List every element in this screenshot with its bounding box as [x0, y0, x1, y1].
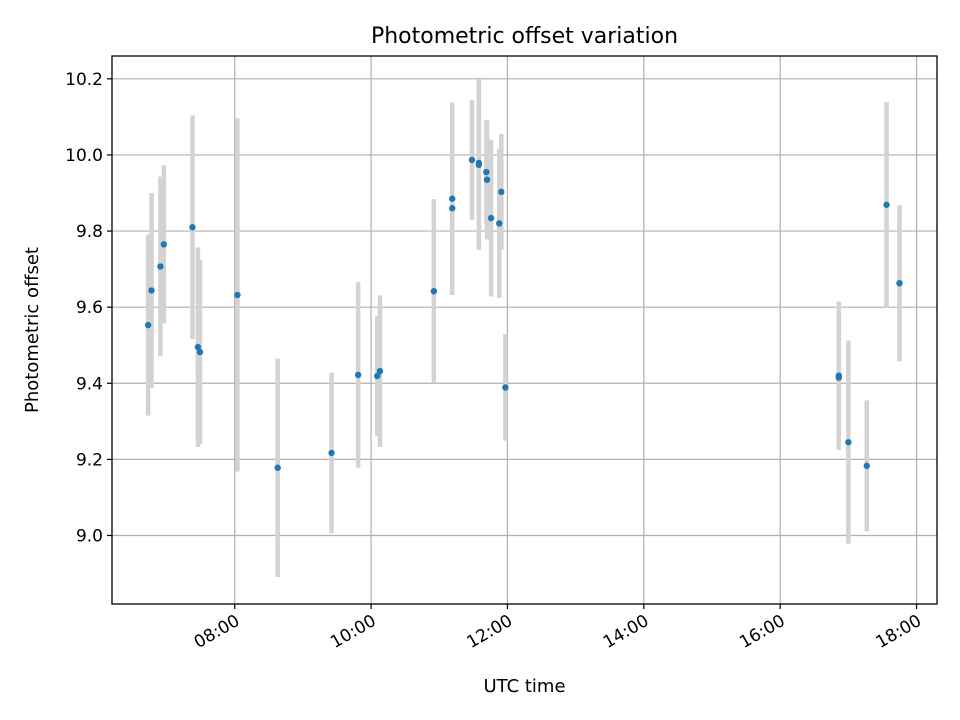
data-point: [148, 287, 155, 294]
data-point: [449, 205, 456, 212]
data-point: [883, 201, 890, 208]
data-point: [430, 287, 438, 295]
data-point: [354, 371, 362, 379]
data-point: [835, 374, 843, 381]
data-point: [483, 176, 491, 183]
y-tick-label: 10.0: [65, 146, 103, 166]
data-point: [487, 214, 495, 222]
data-point: [196, 348, 204, 356]
data-point: [189, 224, 196, 231]
y-tick-label: 10.2: [65, 70, 103, 90]
chart-title: Photometric offset variation: [371, 24, 678, 49]
data-points: [144, 156, 903, 471]
y-tick-label: 9.4: [76, 374, 103, 394]
y-tick-label: 9.6: [76, 298, 103, 318]
data-point: [374, 372, 381, 380]
y-tick-label: 9.2: [76, 450, 103, 470]
y-axis-label: Photometric offset: [22, 247, 43, 413]
data-point: [496, 220, 503, 227]
axes-frame: [111, 55, 938, 605]
data-point: [194, 343, 202, 351]
y-tick-label: 9.0: [76, 527, 103, 547]
data-point: [863, 462, 870, 470]
x-axis-label: UTC time: [483, 676, 565, 697]
data-point: [274, 464, 281, 471]
data-point: [160, 241, 168, 248]
y-tick-label: 9.8: [76, 222, 103, 242]
grid: [112, 56, 937, 604]
data-point: [234, 291, 241, 299]
data-point: [483, 168, 490, 176]
data-point: [475, 161, 483, 169]
data-point: [896, 279, 903, 287]
data-point: [144, 321, 152, 329]
data-point: [376, 367, 384, 375]
data-point: [498, 188, 505, 196]
data-point: [845, 439, 852, 446]
data-point: [328, 449, 335, 457]
data-point: [449, 195, 456, 202]
data-point: [157, 263, 164, 270]
data-point: [502, 384, 509, 391]
data-point: [468, 156, 476, 164]
